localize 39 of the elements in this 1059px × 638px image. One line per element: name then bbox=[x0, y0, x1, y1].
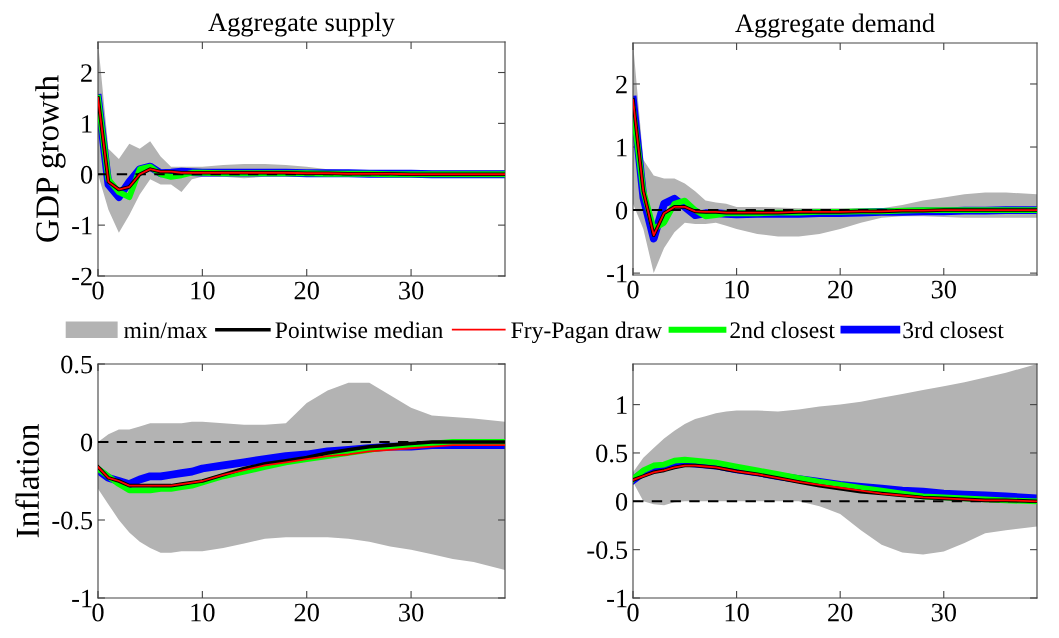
legend-label: min/max bbox=[124, 322, 208, 339]
y-tick-label: 1 bbox=[82, 115, 92, 133]
x-tick-label: 30 bbox=[931, 280, 956, 299]
y-tick-label: -1 bbox=[607, 264, 627, 283]
x-tick-label: 30 bbox=[931, 603, 956, 622]
y-tick-label: 0.5 bbox=[596, 444, 628, 463]
x-tick-label: 20 bbox=[294, 603, 319, 622]
y-tick-label: -0.5 bbox=[587, 541, 628, 560]
x-tick-label: 10 bbox=[725, 603, 749, 622]
y-axis-title: GDP growth bbox=[35, 75, 66, 242]
y-tick-label: 0 bbox=[80, 433, 93, 452]
chart-title: Aggregate supply bbox=[208, 12, 395, 37]
x-tick-label: 10 bbox=[191, 603, 215, 622]
y-tick-label: 2 bbox=[616, 75, 627, 94]
legend-label: Fry-Pagan draw bbox=[511, 321, 662, 344]
x-tick-label: 20 bbox=[828, 280, 853, 299]
legend-label: 2nd closest bbox=[730, 321, 835, 339]
chart-title: Aggregate demand bbox=[735, 13, 935, 38]
y-tick-label: -1 bbox=[607, 589, 627, 608]
x-tick-label: 30 bbox=[399, 281, 424, 300]
y-tick-label: -2 bbox=[72, 267, 92, 286]
y-tick-label: 1 bbox=[617, 396, 627, 414]
x-tick-label: 10 bbox=[191, 281, 215, 300]
x-tick-label: 10 bbox=[725, 280, 749, 299]
x-tick-label: 30 bbox=[399, 603, 424, 622]
y-tick-label: 1 bbox=[617, 138, 627, 157]
y-tick-label: 0.5 bbox=[61, 355, 93, 374]
y-tick-label: -1 bbox=[72, 589, 92, 608]
x-tick-label: 20 bbox=[828, 603, 853, 622]
legend-label: 3rd closest bbox=[903, 321, 1004, 339]
y-axis-title: Inflation bbox=[15, 424, 40, 538]
legend-label: Pointwise median bbox=[275, 321, 443, 339]
y-tick-label: 0 bbox=[615, 492, 628, 511]
y-tick-label: 2 bbox=[81, 64, 92, 82]
y-tick-label: 0 bbox=[80, 165, 93, 184]
x-tick-label: 20 bbox=[294, 281, 319, 300]
y-tick-label: -0.5 bbox=[52, 511, 93, 530]
y-tick-label: -1 bbox=[72, 216, 92, 235]
y-tick-label: 0 bbox=[615, 201, 628, 220]
